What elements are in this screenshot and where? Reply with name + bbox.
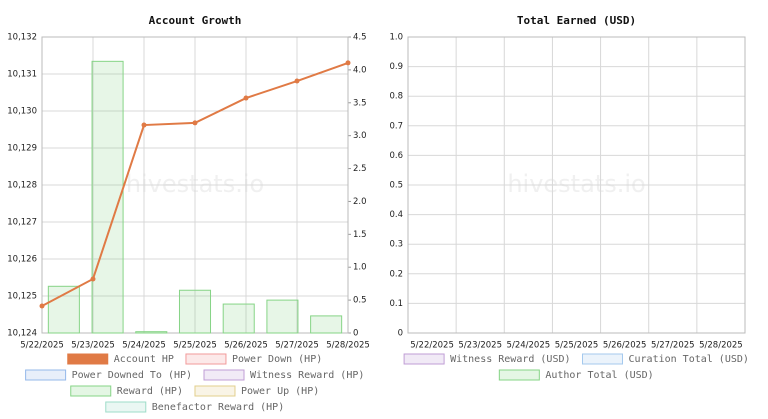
bar [178, 289, 212, 334]
y-tick-label: 0.5 [389, 181, 403, 191]
plot-frame [407, 36, 746, 334]
x-tick-label: 5/28/2025 [326, 341, 370, 351]
legend-swatch[interactable] [194, 385, 236, 397]
legend-swatch[interactable] [105, 401, 147, 413]
y2-tick-label: 2.5 [353, 164, 367, 174]
legend-swatch[interactable] [25, 369, 67, 381]
legend-label[interactable]: Author Total (USD) [545, 370, 653, 381]
legend-label[interactable]: Witness Reward (HP) [250, 370, 364, 381]
x-tick-label: 5/26/2025 [224, 341, 268, 351]
x-tick-label: 5/24/2025 [122, 341, 166, 351]
legend-label[interactable]: Power Downed To (HP) [72, 370, 192, 381]
legend-label[interactable]: Curation Total (USD) [629, 354, 749, 365]
x-tick-label: 5/27/2025 [275, 341, 319, 351]
x-tick-label: 5/24/2025 [507, 341, 551, 351]
line-point [243, 95, 249, 101]
x-tick-label: 5/25/2025 [555, 341, 599, 351]
chart-title: Total Earned (USD) [517, 14, 636, 27]
legend-label[interactable]: Benefactor Reward (HP) [152, 402, 284, 413]
y-tick-label: 10,132 [7, 33, 37, 43]
legend-swatch[interactable] [203, 369, 245, 381]
legend-swatch[interactable] [403, 353, 445, 365]
y2-tick-label: 2.0 [353, 197, 367, 207]
x-tick-label: 5/22/2025 [410, 341, 454, 351]
y-tick-label: 10,125 [7, 292, 37, 302]
y-tick-label: 0.9 [389, 62, 403, 72]
x-tick-label: 5/27/2025 [651, 341, 695, 351]
y-tick-label: 0.1 [389, 299, 403, 309]
y-tick-label: 0.2 [389, 269, 403, 279]
legend-label[interactable]: Power Up (HP) [241, 386, 319, 397]
y-tick-label: 10,126 [7, 255, 37, 265]
y2-tick-label: 0 [353, 329, 358, 339]
x-tick-label: 5/23/2025 [458, 341, 502, 351]
y2-tick-label: 4.5 [353, 33, 367, 43]
y-tick-label: 0.8 [389, 92, 403, 102]
y2-tick-label: 1.0 [353, 263, 367, 273]
legend-label[interactable]: Power Down (HP) [232, 354, 322, 365]
chart-title: Account Growth [149, 14, 242, 27]
x-tick-label: 5/22/2025 [20, 341, 64, 351]
y-tick-label: 10,124 [7, 329, 37, 339]
legend-label[interactable]: Account HP [114, 354, 174, 365]
legend-swatch[interactable] [67, 353, 109, 365]
bar [91, 60, 124, 334]
y-tick-label: 0 [398, 329, 403, 339]
y-tick-label: 0.7 [389, 121, 403, 131]
y-tick-label: 0.6 [389, 151, 403, 161]
legend-swatch[interactable] [498, 369, 540, 381]
y-tick-label: 10,127 [7, 218, 37, 228]
line-point [192, 120, 198, 126]
x-tick-label: 5/25/2025 [173, 341, 217, 351]
line-point [294, 78, 300, 84]
y-tick-label: 1.0 [389, 33, 403, 43]
legend-swatch[interactable] [582, 353, 623, 365]
bar [310, 315, 343, 334]
y2-tick-label: 0.5 [353, 296, 367, 306]
y-tick-label: 10,130 [7, 107, 37, 117]
y2-tick-label: 4.0 [353, 65, 367, 75]
y-tick-label: 0.3 [389, 240, 403, 250]
y2-tick-label: 3.5 [353, 98, 367, 108]
y-tick-label: 10,128 [7, 181, 37, 191]
y2-tick-label: 3.0 [353, 131, 367, 141]
y2-tick-label: 1.5 [353, 230, 367, 240]
bar [135, 331, 168, 334]
line-point [345, 60, 351, 66]
x-tick-label: 5/26/2025 [603, 341, 647, 351]
line-point [90, 276, 96, 282]
y-tick-label: 10,129 [7, 144, 37, 154]
x-tick-label: 5/28/2025 [699, 341, 743, 351]
line-point [39, 303, 45, 309]
legend-swatch[interactable] [70, 385, 112, 397]
bar [266, 299, 299, 334]
bar [222, 303, 255, 334]
y-tick-label: 0.4 [389, 210, 403, 220]
legend-swatch[interactable] [185, 353, 227, 365]
line-point [141, 122, 147, 128]
legend-label[interactable]: Reward (HP) [117, 386, 183, 397]
y-tick-label: 10,131 [7, 70, 37, 80]
watermark: hivestats.io [507, 170, 645, 198]
x-tick-label: 5/23/2025 [71, 341, 115, 351]
legend-label[interactable]: Witness Reward (USD) [450, 354, 570, 365]
